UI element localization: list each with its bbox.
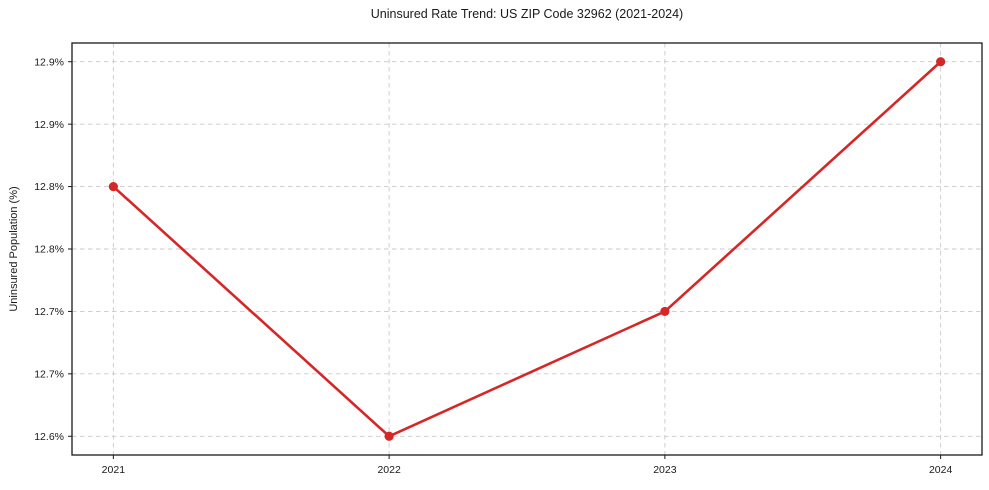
y-tick-label: 12.7% [34,306,64,318]
y-tick-label: 12.6% [34,431,64,443]
data-point-marker [660,306,670,317]
data-point-marker [384,431,394,441]
data-point-marker [936,57,946,67]
x-tick-label: 2023 [653,464,677,476]
y-tick-label: 12.9% [34,56,64,68]
x-tick-label: 2021 [102,464,126,476]
trend-line [112,60,942,438]
y-tick-label: 12.8% [34,244,64,256]
chart-title: Uninsured Rate Trend: US ZIP Code 32962 … [370,7,684,21]
y-tick-label: 12.7% [34,368,64,380]
y-tick-label: 12.9% [34,119,64,131]
x-tick-label: 2024 [929,464,953,476]
data-point-marker [108,181,118,192]
y-tick-label: 12.8% [34,181,64,193]
x-tick-label: 2022 [377,464,401,476]
